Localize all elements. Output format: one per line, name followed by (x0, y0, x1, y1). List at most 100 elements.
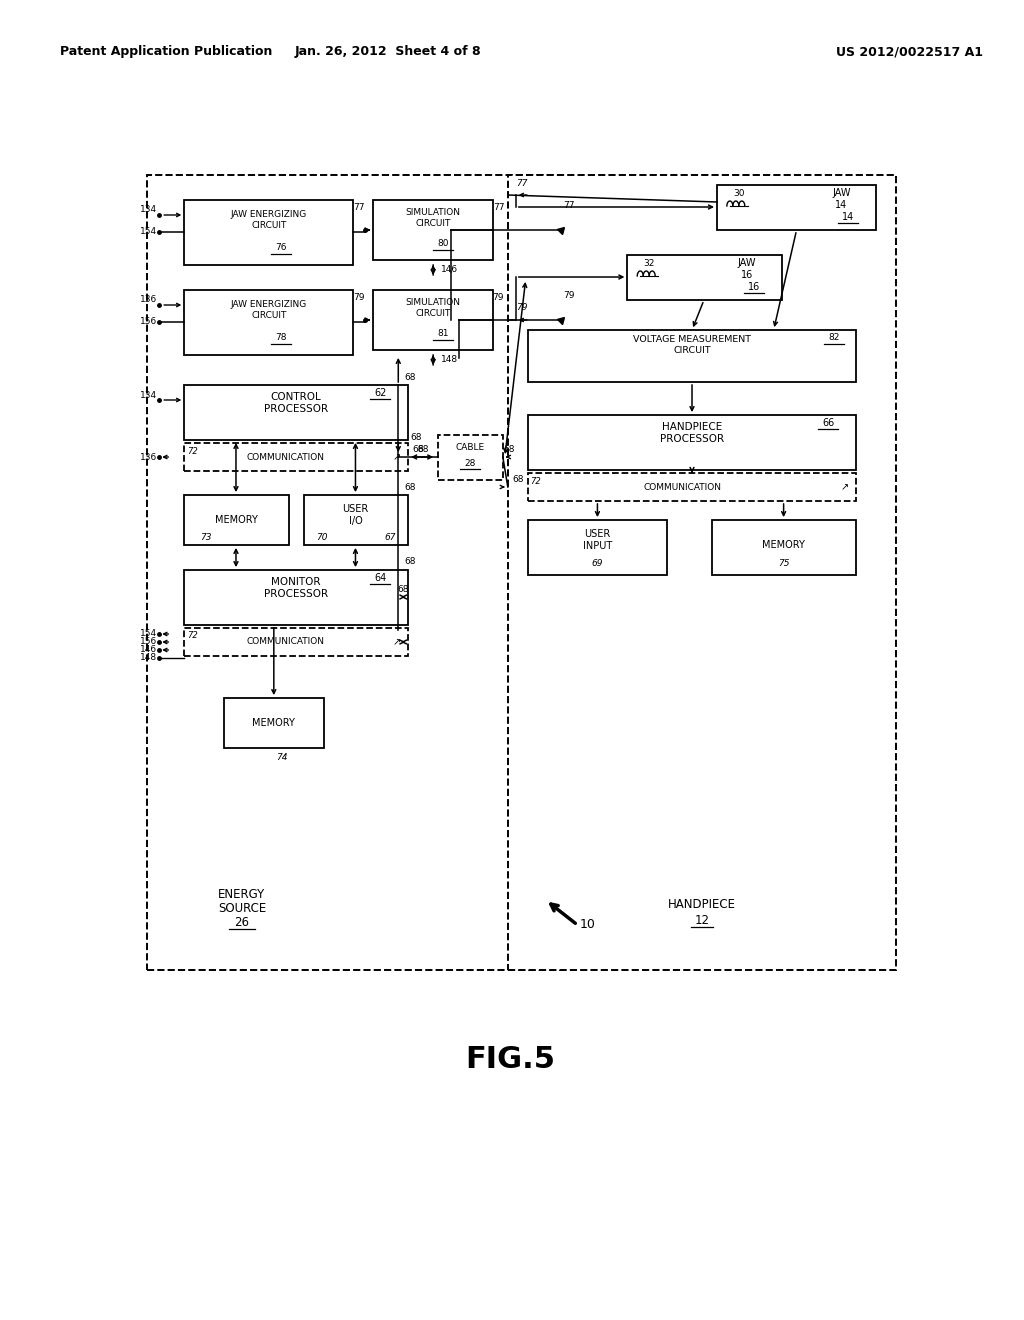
Text: 78: 78 (275, 334, 287, 342)
Text: 79: 79 (516, 304, 527, 313)
Text: SIMULATION
CIRCUIT: SIMULATION CIRCUIT (406, 298, 461, 318)
Text: 81: 81 (437, 330, 449, 338)
Text: MEMORY: MEMORY (762, 540, 805, 550)
Text: 68: 68 (404, 372, 416, 381)
Text: 77: 77 (516, 178, 527, 187)
Text: SIMULATION
CIRCUIT: SIMULATION CIRCUIT (406, 209, 461, 227)
Text: 68: 68 (404, 557, 416, 566)
Text: 32: 32 (643, 259, 655, 268)
Text: JAW
14: JAW 14 (833, 189, 851, 210)
Text: 146: 146 (140, 645, 158, 655)
Text: COMMUNICATION: COMMUNICATION (247, 638, 325, 647)
Text: CONTROL
PROCESSOR: CONTROL PROCESSOR (263, 392, 328, 413)
Bar (184, 495, 289, 545)
Bar (628, 255, 781, 300)
Bar (508, 176, 896, 970)
Text: 68: 68 (411, 433, 422, 442)
Text: 148: 148 (441, 355, 458, 364)
Text: 68: 68 (512, 474, 523, 483)
Text: 10: 10 (580, 919, 595, 932)
Text: 156: 156 (140, 638, 158, 647)
Bar (527, 330, 856, 381)
Text: Patent Application Publication: Patent Application Publication (59, 45, 272, 58)
Text: 68: 68 (413, 445, 424, 454)
Text: 72: 72 (186, 446, 198, 455)
Text: 16: 16 (748, 282, 760, 292)
Text: 73: 73 (201, 532, 212, 541)
Text: 156: 156 (140, 318, 158, 326)
Bar (184, 290, 353, 355)
Text: 70: 70 (315, 532, 328, 541)
Text: 77: 77 (563, 201, 574, 210)
Text: JAW
16: JAW 16 (737, 259, 756, 280)
Text: ↗: ↗ (392, 451, 400, 462)
Bar (374, 290, 493, 350)
Text: 67: 67 (385, 532, 396, 541)
Text: 28: 28 (464, 458, 476, 467)
Text: ↗: ↗ (841, 482, 849, 492)
Text: 64: 64 (374, 573, 386, 583)
Bar (374, 201, 493, 260)
Text: JAW ENERGIZING
CIRCUIT: JAW ENERGIZING CIRCUIT (230, 210, 307, 230)
Text: 82: 82 (828, 334, 840, 342)
Text: 136: 136 (140, 296, 158, 305)
Text: FIG.5: FIG.5 (465, 1045, 555, 1074)
Text: MONITOR
PROCESSOR: MONITOR PROCESSOR (263, 577, 328, 599)
Text: 72: 72 (530, 477, 541, 486)
Text: MEMORY: MEMORY (215, 515, 257, 525)
Text: 62: 62 (374, 388, 386, 399)
Bar (304, 495, 409, 545)
Text: 68: 68 (397, 585, 409, 594)
Text: 68: 68 (418, 445, 429, 454)
Text: 68: 68 (404, 483, 416, 491)
Text: Jan. 26, 2012  Sheet 4 of 8: Jan. 26, 2012 Sheet 4 of 8 (295, 45, 481, 58)
Bar (717, 185, 877, 230)
Text: 154: 154 (140, 227, 158, 236)
Text: 72: 72 (186, 631, 198, 640)
Text: 69: 69 (592, 560, 603, 569)
Bar (184, 628, 409, 656)
Text: 136: 136 (140, 453, 158, 462)
Text: 79: 79 (563, 290, 574, 300)
Text: SOURCE: SOURCE (218, 903, 266, 916)
Bar (184, 385, 409, 440)
Text: 12: 12 (694, 915, 710, 928)
Bar (527, 414, 856, 470)
Text: 30: 30 (733, 189, 744, 198)
Bar (224, 698, 324, 748)
Text: 26: 26 (234, 916, 250, 929)
Text: 134: 134 (140, 206, 158, 214)
Bar (712, 520, 856, 576)
Text: VOLTAGE MEASUREMENT
CIRCUIT: VOLTAGE MEASUREMENT CIRCUIT (633, 335, 751, 355)
Text: 79: 79 (353, 293, 366, 302)
Text: 14: 14 (842, 213, 854, 222)
Text: HANDPIECE: HANDPIECE (668, 899, 736, 912)
Text: CABLE: CABLE (456, 444, 484, 453)
Text: 79: 79 (493, 293, 504, 302)
Text: MEMORY: MEMORY (252, 718, 295, 729)
Text: US 2012/0022517 A1: US 2012/0022517 A1 (837, 45, 983, 58)
Text: 74: 74 (275, 754, 288, 763)
Bar (527, 520, 667, 576)
Text: 77: 77 (353, 203, 366, 213)
Text: COMMUNICATION: COMMUNICATION (643, 483, 721, 491)
Text: USER
I/O: USER I/O (342, 504, 369, 525)
Bar (184, 201, 353, 265)
Text: USER
INPUT: USER INPUT (583, 529, 612, 550)
Bar (184, 444, 409, 471)
Text: 75: 75 (778, 560, 790, 569)
Text: 134: 134 (140, 391, 158, 400)
Text: 80: 80 (437, 239, 449, 248)
Bar (147, 176, 560, 970)
Bar (527, 473, 856, 502)
Text: HANDPIECE
PROCESSOR: HANDPIECE PROCESSOR (659, 422, 724, 444)
Text: JAW ENERGIZING
CIRCUIT: JAW ENERGIZING CIRCUIT (230, 300, 307, 319)
Text: 148: 148 (140, 653, 158, 663)
Text: 66: 66 (822, 418, 835, 428)
Text: 154: 154 (140, 630, 158, 639)
Bar (438, 436, 503, 480)
Text: 146: 146 (441, 265, 458, 275)
Text: ↗: ↗ (392, 638, 400, 647)
Text: 68: 68 (503, 445, 514, 454)
Text: 77: 77 (494, 203, 505, 213)
